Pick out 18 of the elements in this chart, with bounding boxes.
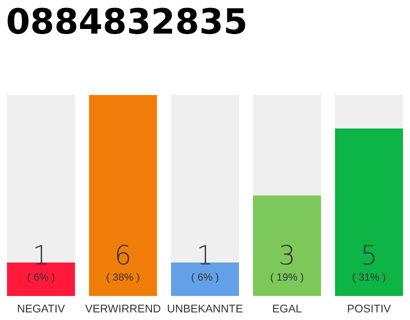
data-label: 5 <box>363 245 374 265</box>
annotation: ( 38% ) <box>106 273 140 283</box>
data-label: 6 <box>117 244 130 265</box>
annotation: ( 6% ) <box>192 273 218 283</box>
data-label: 3 <box>280 244 293 265</box>
annotation: ( 19% ) <box>270 273 304 283</box>
bar <box>7 262 75 296</box>
data-label: 1 <box>200 245 210 264</box>
x-tick-label: EGAL <box>273 304 302 312</box>
x-tick-label: VERWIRREND <box>85 304 160 312</box>
x-tick-label: NEGATIV <box>18 304 65 312</box>
bar <box>171 262 239 296</box>
data-label: 1 <box>36 245 46 264</box>
annotation: ( 31% ) <box>352 273 386 283</box>
x-tick-label: UNBEKANNTE <box>168 304 242 312</box>
x-tick-label: POSITIV <box>348 304 391 312</box>
annotation: ( 6% ) <box>28 273 54 283</box>
chart-title: 0884832835 <box>8 8 246 34</box>
